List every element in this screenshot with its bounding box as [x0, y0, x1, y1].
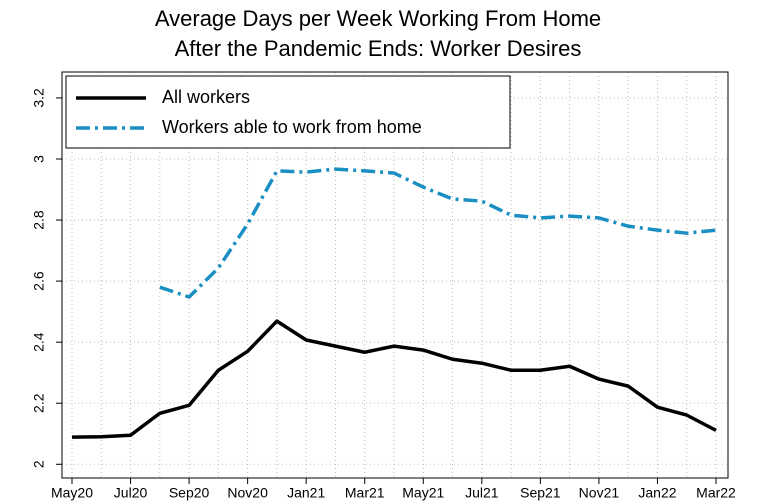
x-tick-label: Mar22 — [696, 485, 736, 501]
x-tick-label: May20 — [51, 485, 93, 501]
y-tick-label: 3 — [31, 155, 47, 163]
x-tick-label: Nov20 — [227, 485, 268, 501]
series-line — [71, 319, 717, 439]
y-tick-label: 2.4 — [31, 332, 47, 352]
legend-label: All workers — [162, 87, 250, 107]
y-tick-label: 3.2 — [31, 88, 47, 108]
y-tick-label: 2 — [31, 460, 47, 468]
x-tick-label: Jan22 — [638, 485, 676, 501]
plot-frame — [61, 71, 729, 479]
x-tick-label: May21 — [402, 485, 444, 501]
y-tick-label: 2.8 — [31, 210, 47, 230]
series-line — [159, 167, 717, 299]
x-tick-label: Jan21 — [287, 485, 325, 501]
legend-label: Workers able to work from home — [162, 117, 422, 137]
chart-title: After the Pandemic Ends: Worker Desires — [175, 36, 582, 61]
x-tick-label: Sep21 — [520, 485, 561, 501]
x-tick-label: Jul20 — [114, 485, 148, 501]
x-tick-label: Sep20 — [169, 485, 210, 501]
x-tick-label: Mar21 — [345, 485, 385, 501]
y-tick-label: 2.2 — [31, 393, 47, 413]
chart-title: Average Days per Week Working From Home — [155, 6, 601, 31]
x-tick-label: Nov21 — [579, 485, 620, 501]
legend-box — [65, 75, 511, 149]
y-tick-label: 2.6 — [31, 271, 47, 291]
x-tick-label: Jul21 — [465, 485, 499, 501]
